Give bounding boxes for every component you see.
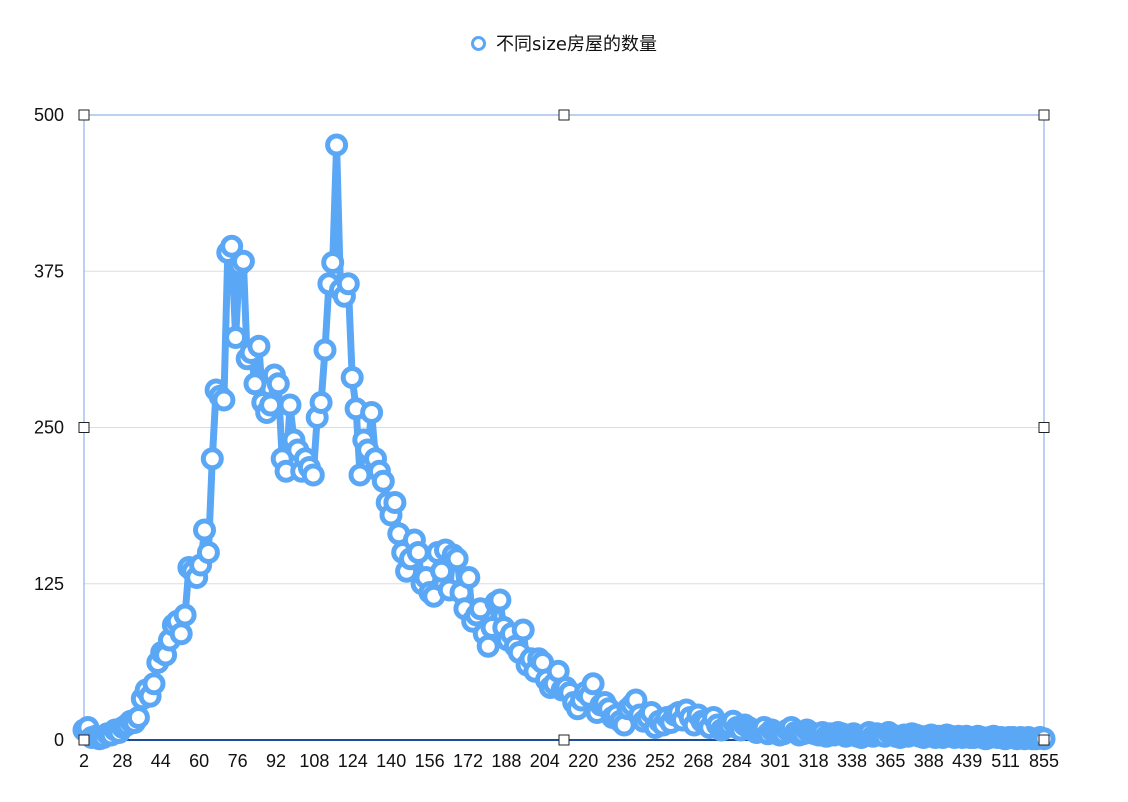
resize-handle[interactable] [78, 734, 90, 746]
data-point[interactable] [581, 672, 605, 696]
data-point[interactable] [220, 234, 244, 258]
x-tick-label: 60 [189, 751, 209, 771]
series-layer [72, 133, 1056, 751]
x-axis-ticks: 2 28 44 60 76 92 108 124 140 156 172 188 204 220 236 25… [79, 751, 1059, 771]
x-tick-label: 44 [151, 751, 171, 771]
y-tick-label: 250 [34, 418, 64, 438]
x-tick-label: 76 [228, 751, 248, 771]
x-tick-label: 511 [991, 751, 1020, 771]
x-tick-label: 172 [453, 751, 483, 771]
data-point[interactable] [126, 706, 150, 729]
legend-marker-icon [471, 35, 487, 51]
data-point[interactable] [313, 338, 337, 362]
x-tick-label: 252 [645, 751, 675, 771]
y-tick-label: 500 [34, 105, 64, 125]
resize-handle[interactable] [558, 734, 570, 746]
data-point[interactable] [212, 388, 236, 412]
data-point[interactable] [142, 672, 166, 696]
x-tick-label: 236 [607, 751, 637, 771]
data-point[interactable] [231, 249, 255, 273]
data-point[interactable] [200, 447, 224, 471]
data-point[interactable] [243, 372, 267, 396]
selection-handles [78, 109, 1050, 746]
x-tick-label: 388 [914, 751, 944, 771]
x-tick-label: 124 [338, 751, 368, 771]
legend-label: 不同size房屋的数量 [496, 34, 657, 55]
resize-handle[interactable] [1038, 734, 1050, 746]
data-point[interactable] [173, 603, 197, 627]
x-tick-label: 92 [266, 751, 286, 771]
x-tick-label: 284 [722, 751, 752, 771]
chart-legend: 不同size房屋的数量 [0, 30, 1128, 56]
data-point[interactable] [266, 372, 290, 396]
data-point[interactable] [336, 272, 360, 296]
x-tick-label: 301 [760, 751, 790, 771]
x-tick-label: 318 [799, 751, 829, 771]
resize-handle[interactable] [558, 109, 570, 121]
data-point[interactable] [325, 133, 349, 157]
data-point[interactable] [169, 622, 193, 646]
x-tick-label: 220 [568, 751, 598, 771]
data-point[interactable] [360, 401, 384, 424]
x-tick-label: 855 [1029, 751, 1059, 771]
y-tick-label: 375 [34, 261, 64, 281]
x-tick-label: 140 [376, 751, 406, 771]
data-point[interactable] [445, 547, 469, 571]
legend-item[interactable]: 不同size房屋的数量 [471, 30, 657, 56]
data-point[interactable] [476, 634, 500, 658]
data-point[interactable] [301, 463, 325, 487]
x-tick-label: 28 [112, 751, 132, 771]
data-point[interactable] [193, 518, 216, 542]
x-tick-label: 108 [299, 751, 329, 771]
data-point[interactable] [259, 393, 283, 417]
series-line [80, 141, 1048, 743]
resize-handle[interactable] [78, 422, 90, 433]
data-point[interactable] [383, 491, 407, 514]
resize-handle[interactable] [1038, 109, 1050, 121]
x-tick-label: 156 [415, 751, 445, 771]
data-point[interactable] [511, 618, 535, 642]
data-point[interactable] [309, 391, 333, 414]
data-point[interactable] [457, 566, 481, 589]
y-tick-label: 0 [54, 730, 64, 750]
data-point[interactable] [430, 559, 454, 583]
x-tick-label: 2 [79, 751, 89, 771]
data-point[interactable] [488, 588, 512, 612]
resize-handle[interactable] [78, 109, 90, 121]
x-tick-label: 188 [491, 751, 521, 771]
data-point[interactable] [406, 541, 430, 564]
x-tick-label: 439 [952, 751, 982, 771]
data-point[interactable] [224, 326, 248, 349]
data-point[interactable] [321, 251, 345, 274]
y-axis-ticks: 0 125 250 375 500 [34, 105, 64, 750]
x-tick-label: 365 [875, 751, 905, 771]
data-point[interactable] [196, 541, 220, 564]
data-point[interactable] [278, 393, 302, 417]
y-tick-label: 125 [34, 574, 64, 594]
x-tick-label: 268 [683, 751, 713, 771]
x-tick-label: 204 [530, 751, 560, 771]
data-point[interactable] [247, 334, 271, 358]
data-point[interactable] [340, 366, 364, 389]
resize-handle[interactable] [1038, 422, 1050, 433]
data-point[interactable] [348, 463, 372, 487]
data-point[interactable] [371, 469, 395, 493]
x-tick-label: 338 [837, 751, 867, 771]
